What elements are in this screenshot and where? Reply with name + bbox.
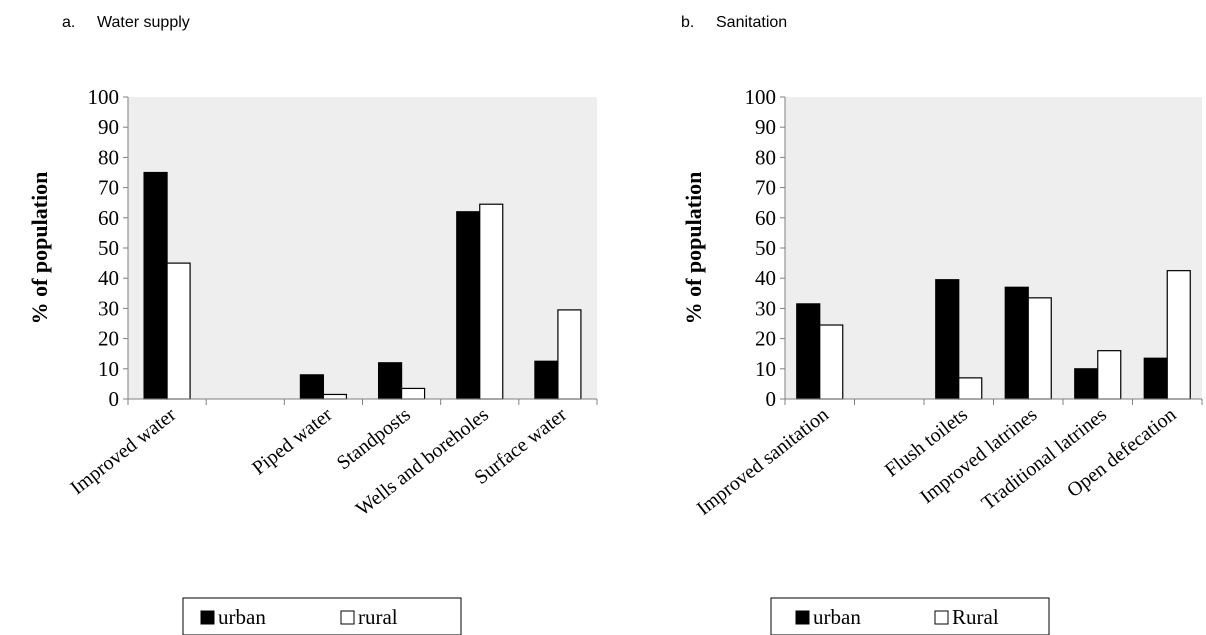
y-axis-title: % of population — [681, 172, 706, 325]
bar-urban-3 — [377, 362, 403, 400]
panel-letter: a. — [62, 14, 75, 31]
y-tick-label: 90 — [98, 115, 119, 139]
y-tick-label: 60 — [98, 206, 119, 230]
bar-rural-0 — [166, 262, 191, 400]
y-tick-label: 80 — [755, 145, 776, 169]
plot-area — [128, 97, 597, 399]
y-tick-label: 80 — [98, 145, 119, 169]
water-supply-panel: a. Water supply 0 10 20 30 40 50 60 70 80 90 100 % of… — [27, 14, 598, 635]
bar-rural-5 — [1166, 270, 1191, 400]
legend-swatch-rural — [340, 610, 355, 625]
y-tick-label: 30 — [98, 296, 119, 320]
bar-urban-0 — [796, 303, 821, 400]
y-tick-label: 30 — [755, 296, 776, 320]
bar-urban-2 — [935, 279, 960, 400]
bar-rural-5 — [557, 309, 582, 400]
y-tick-label: 70 — [98, 176, 119, 200]
sanitation-panel: b. Sanitation 0 10 20 30 40 50 60 70 80 90 100 % of p… — [681, 14, 1203, 635]
y-tick-label: 70 — [755, 176, 776, 200]
bar-urban-2 — [299, 374, 325, 400]
bar-urban-4 — [456, 211, 481, 400]
bar-rural-4 — [479, 203, 504, 400]
legend-label-rural: Rural — [952, 605, 999, 629]
bar-rural-0 — [819, 324, 844, 400]
y-tick-label: 100 — [745, 85, 777, 109]
y-tick-label: 60 — [755, 206, 776, 230]
panel-letter: b. — [681, 14, 694, 31]
bar-rural-4 — [1097, 350, 1122, 400]
legend-swatch-urban — [795, 610, 810, 625]
y-tick-label: 20 — [98, 327, 119, 351]
legend-label-rural: rural — [358, 605, 398, 629]
x-category-label: Improved water — [66, 403, 180, 499]
y-tick-label: 0 — [766, 387, 777, 411]
x-category-label: Improved sanitation — [693, 404, 833, 520]
bar-urban-4 — [1074, 368, 1099, 400]
y-axis-title: % of population — [27, 172, 52, 325]
legend-label-urban: urban — [218, 605, 266, 629]
y-tick-label: 50 — [755, 236, 776, 260]
y-tick-label: 10 — [755, 357, 776, 381]
y-tick-label: 40 — [98, 266, 119, 290]
legend-box — [182, 597, 462, 635]
y-tick-label: 10 — [98, 357, 119, 381]
bar-rural-3 — [400, 387, 426, 400]
y-tick-label: 40 — [755, 266, 776, 290]
legend-box — [770, 597, 1050, 635]
bar-urban-3 — [1004, 286, 1029, 400]
plot-area — [785, 97, 1202, 399]
chart-title: Water supply — [97, 14, 190, 31]
bar-rural-2 — [958, 377, 983, 400]
y-tick-label: 90 — [755, 115, 776, 139]
y-tick-label: 0 — [109, 387, 120, 411]
x-category-label: Piped water — [248, 403, 337, 479]
bar-urban-5 — [534, 360, 559, 400]
bar-rural-2 — [322, 393, 348, 400]
y-tick-label: 100 — [88, 85, 120, 109]
legend-label-urban: urban — [813, 605, 861, 629]
y-tick-label: 20 — [755, 327, 776, 351]
bar-urban-0 — [143, 171, 168, 400]
bar-urban-5 — [1143, 357, 1168, 400]
x-category-label: Traditional latrines — [977, 403, 1111, 514]
x-category-label: Improved latrines — [916, 403, 1041, 508]
legend-swatch-urban — [200, 610, 215, 625]
x-category-label: Wells and boreholes — [352, 403, 493, 520]
bar-rural-3 — [1027, 297, 1052, 400]
legend-swatch-rural — [934, 610, 949, 625]
chart-title: Sanitation — [716, 14, 787, 31]
y-tick-label: 50 — [98, 236, 119, 260]
